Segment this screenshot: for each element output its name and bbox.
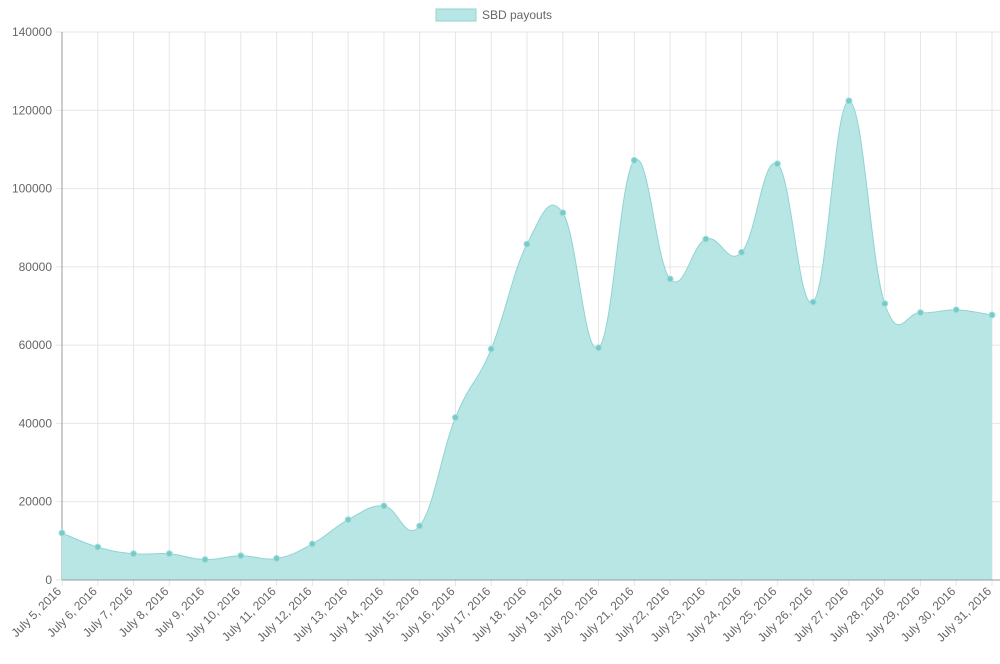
data-point[interactable] xyxy=(451,414,459,422)
data-point[interactable] xyxy=(273,554,281,562)
data-point[interactable] xyxy=(165,550,173,558)
data-point[interactable] xyxy=(58,529,66,537)
data-point[interactable] xyxy=(559,209,567,217)
data-point[interactable] xyxy=(845,97,853,105)
legend-label[interactable]: SBD payouts xyxy=(482,8,552,22)
data-point[interactable] xyxy=(702,235,710,243)
y-tick-label: 100000 xyxy=(12,182,52,196)
y-tick-label: 80000 xyxy=(19,260,53,274)
data-point[interactable] xyxy=(809,298,817,306)
data-point[interactable] xyxy=(738,248,746,256)
y-tick-label: 140000 xyxy=(12,25,52,39)
data-point[interactable] xyxy=(308,540,316,548)
data-point[interactable] xyxy=(201,556,209,564)
data-point[interactable] xyxy=(881,300,889,308)
y-tick-label: 60000 xyxy=(19,338,53,352)
data-point[interactable] xyxy=(380,502,388,510)
y-tick-label: 120000 xyxy=(12,103,52,117)
y-tick-label: 20000 xyxy=(19,495,53,509)
y-tick-label: 40000 xyxy=(19,416,53,430)
data-point[interactable] xyxy=(595,344,603,352)
data-point[interactable] xyxy=(988,311,996,319)
legend-swatch[interactable] xyxy=(435,8,477,22)
series-line xyxy=(61,100,993,561)
data-point[interactable] xyxy=(523,240,531,248)
data-point[interactable] xyxy=(916,309,924,317)
data-points xyxy=(58,97,996,564)
data-point[interactable] xyxy=(666,275,674,283)
series-area xyxy=(61,100,993,580)
data-point[interactable] xyxy=(630,156,638,164)
data-point[interactable] xyxy=(237,552,245,560)
data-point[interactable] xyxy=(416,522,424,530)
series-area-fill xyxy=(62,100,992,580)
legend[interactable]: SBD payouts xyxy=(435,8,552,22)
y-tick-label: 0 xyxy=(45,573,52,587)
y-axis: 0 20000 40000 60000 80000 100000 120000 140000 xyxy=(12,25,63,587)
data-point[interactable] xyxy=(773,160,781,168)
data-point[interactable] xyxy=(952,306,960,314)
data-point[interactable] xyxy=(487,345,495,353)
data-point[interactable] xyxy=(344,516,352,524)
data-point[interactable] xyxy=(94,543,102,551)
data-point[interactable] xyxy=(130,550,138,558)
